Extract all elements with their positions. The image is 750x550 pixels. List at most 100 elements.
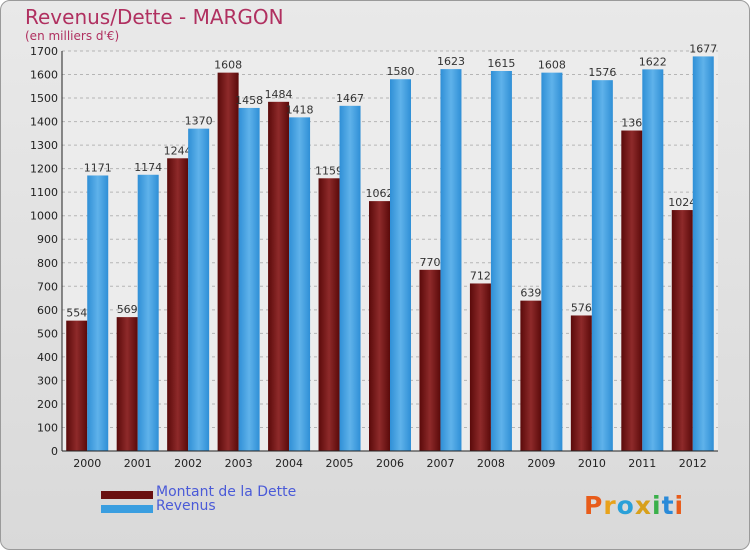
logo-letter: P <box>584 491 604 520</box>
data-label-revenus: 1576 <box>588 66 616 79</box>
chart-subtitle: (en milliers d'€) <box>25 29 120 43</box>
data-label-revenus: 1174 <box>134 161 162 174</box>
bar-dette <box>116 317 138 451</box>
legend-swatch-dette <box>101 491 153 499</box>
y-tick-label: 500 <box>37 327 58 340</box>
data-label-revenus: 1622 <box>639 55 667 68</box>
bar-dette <box>268 101 290 451</box>
data-label-revenus: 1615 <box>487 57 515 70</box>
bar-dette <box>419 269 441 451</box>
data-label-dette: 1062 <box>366 187 394 200</box>
chart-title: Revenus/Dette - MARGON <box>25 5 284 29</box>
bar-revenus <box>692 56 714 451</box>
data-label-revenus: 1677 <box>689 42 717 55</box>
data-label-dette: 770 <box>419 256 440 269</box>
data-label-revenus: 1418 <box>286 103 314 116</box>
data-label-dette: 569 <box>117 303 138 316</box>
y-tick-label: 1200 <box>30 163 58 176</box>
data-label-dette: 712 <box>470 269 491 282</box>
x-tick-label: 2003 <box>225 457 253 470</box>
bar-revenus <box>137 174 159 451</box>
bar-dette <box>217 72 239 451</box>
x-tick-label: 2008 <box>477 457 505 470</box>
y-tick-label: 1500 <box>30 92 58 105</box>
y-tick-label: 200 <box>37 398 58 411</box>
bar-dette <box>570 315 592 451</box>
bar-revenus <box>87 175 109 451</box>
bar-revenus <box>541 72 563 451</box>
bar-revenus <box>390 79 411 451</box>
y-tick-label: 1300 <box>30 139 58 152</box>
data-label-revenus: 1580 <box>387 65 415 78</box>
bar-dette <box>520 300 542 451</box>
data-label-revenus: 1467 <box>336 92 364 105</box>
data-label-dette: 1244 <box>164 144 192 157</box>
data-label-revenus: 1171 <box>84 161 112 174</box>
bar-dette <box>66 320 88 451</box>
logo-letter: o <box>616 491 635 520</box>
bar-dette <box>621 130 643 451</box>
bar-dette <box>318 178 340 451</box>
bar-dette <box>369 201 390 451</box>
proxiti-logo: Proxiti <box>584 491 684 520</box>
logo-letter: i <box>674 491 685 520</box>
bar-revenus <box>289 117 311 452</box>
legend-label-revenus: Revenus <box>156 498 216 514</box>
y-tick-label: 1100 <box>30 186 58 199</box>
data-label-dette: 1484 <box>265 88 293 101</box>
x-tick-label: 2001 <box>124 457 152 470</box>
y-tick-label: 1700 <box>30 45 58 58</box>
x-tick-label: 2000 <box>73 457 101 470</box>
y-tick-label: 700 <box>37 280 58 293</box>
y-tick-label: 300 <box>37 374 58 387</box>
data-label-dette: 554 <box>66 307 87 320</box>
y-tick-label: 1600 <box>30 69 58 82</box>
data-label-revenus: 1458 <box>235 94 263 107</box>
y-tick-label: 900 <box>37 233 58 246</box>
y-tick-label: 0 <box>51 445 58 458</box>
bar-dette <box>671 210 693 451</box>
logo-letter: r <box>603 491 617 520</box>
data-label-dette: 1024 <box>668 196 696 209</box>
x-tick-label: 2004 <box>275 457 303 470</box>
y-tick-label: 1400 <box>30 116 58 129</box>
data-label-revenus: 1370 <box>185 115 213 128</box>
y-tick-label: 400 <box>37 351 58 364</box>
data-label-revenus: 1623 <box>437 55 465 68</box>
bar-revenus <box>440 69 462 451</box>
bar-revenus <box>188 128 210 451</box>
y-tick-label: 1000 <box>30 210 58 223</box>
x-tick-label: 2012 <box>679 457 707 470</box>
legend-swatch-revenus <box>101 505 153 513</box>
logo-letter: i <box>652 491 662 520</box>
logo-letter: x <box>634 491 652 520</box>
data-label-dette: 639 <box>520 287 541 300</box>
x-tick-label: 2009 <box>527 457 555 470</box>
x-tick-label: 2005 <box>326 457 354 470</box>
x-tick-label: 2006 <box>376 457 404 470</box>
y-tick-label: 800 <box>37 257 58 270</box>
bar-revenus <box>339 105 361 451</box>
x-tick-label: 2011 <box>628 457 656 470</box>
y-tick-label: 100 <box>37 421 58 434</box>
axes: 0 100 200 300 400 500 600 700 800 900 1000 1100 1200… <box>30 45 718 470</box>
logo-letter: t <box>661 491 675 520</box>
data-label-dette: 136 <box>621 117 642 130</box>
bar-revenus <box>238 107 260 452</box>
x-tick-label: 2010 <box>578 457 606 470</box>
x-tick-label: 2007 <box>426 457 454 470</box>
x-tick-label: 2002 <box>174 457 202 470</box>
data-label-dette: 1159 <box>315 164 343 177</box>
data-label-dette: 1608 <box>214 59 242 72</box>
bar-revenus <box>490 71 512 451</box>
legend-label-dette: Montant de la Dette <box>156 484 297 500</box>
bar-dette <box>469 283 491 451</box>
bar-revenus <box>591 80 613 452</box>
data-label-dette: 576 <box>571 301 592 314</box>
data-label-revenus: 1608 <box>538 59 566 72</box>
y-tick-label: 600 <box>37 304 58 317</box>
bar-revenus <box>642 69 664 452</box>
